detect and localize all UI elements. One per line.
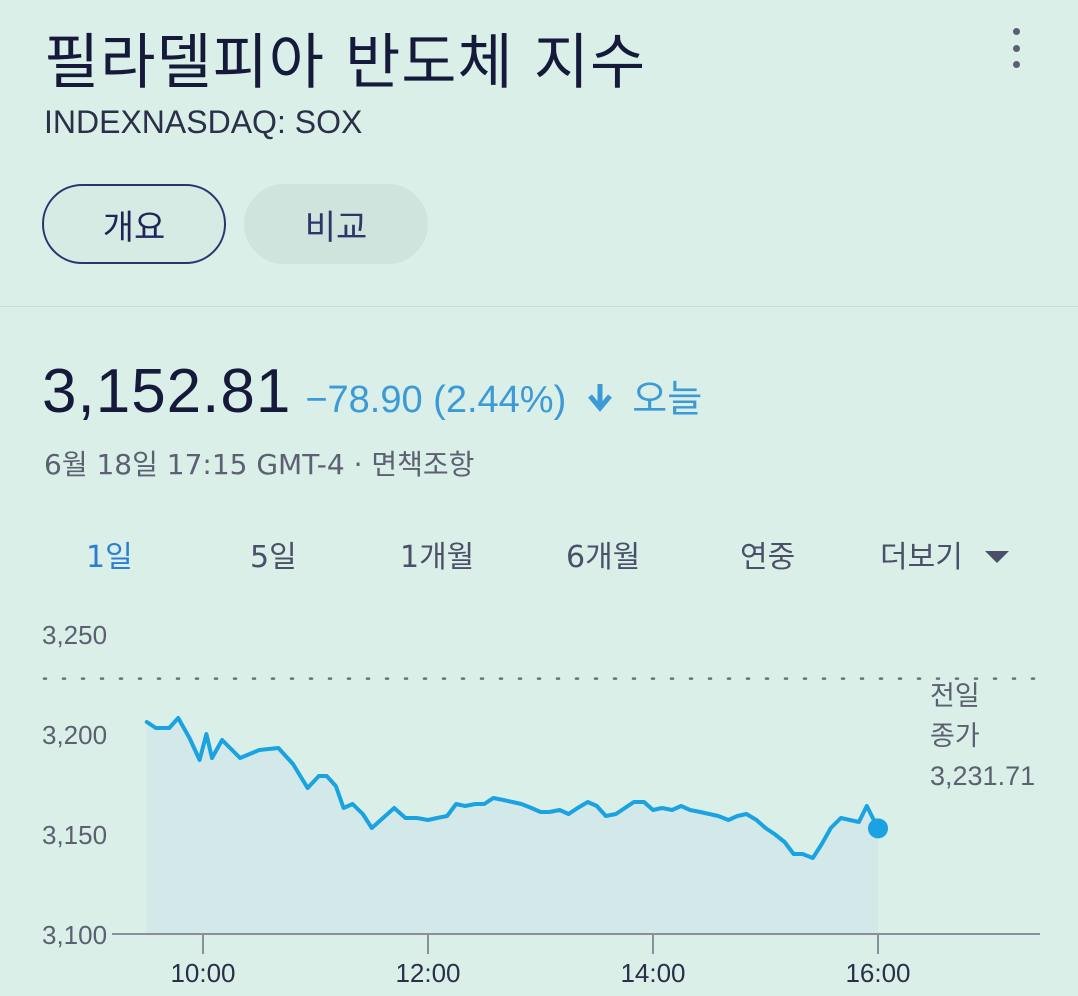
range-6m[interactable]: 6개월 (566, 540, 641, 575)
more-dot (1012, 44, 1020, 52)
x-tick-label: 14:00 (620, 958, 685, 988)
previous-close-line-1: 전일 (930, 681, 980, 711)
price-change: −78.90 (2.44%) (305, 379, 567, 421)
range-selector: 1일 5일 1개월 6개월 연중 더보기 (60, 532, 1020, 582)
y-tick-label: 3,150 (42, 820, 107, 850)
more-dot (1012, 28, 1020, 35)
ticker-symbol: INDEXNASDAQ: SOX (44, 104, 363, 140)
chevron-down-icon (984, 550, 1009, 563)
tab-overview[interactable]: 개요 (42, 184, 226, 264)
quote-row: 3,152.81 −78.90 (2.44%) 오늘 (42, 356, 702, 427)
range-more[interactable]: 더보기 (880, 532, 1009, 576)
arrow-down-icon (586, 382, 614, 416)
range-1d[interactable]: 1일 (86, 540, 133, 575)
series-area (146, 718, 878, 934)
y-tick-label: 3,200 (42, 720, 107, 750)
disclaimer-link[interactable]: 면책조항 (371, 448, 475, 481)
tab-compare[interactable]: 비교 (244, 184, 428, 264)
tab-bar: 개요 비교 (42, 184, 428, 264)
x-tick-label: 12:00 (395, 958, 460, 988)
more-dot (1012, 61, 1020, 68)
divider (0, 306, 1078, 307)
quote-timestamp: 6월 18일 17:15 GMT-4 · 면책조항 (44, 443, 474, 483)
price-chart[interactable]: 3,100 3,150 3,200 3,250 10:00 12:00 14:00 16:00 (0, 600, 1078, 996)
x-tick-label: 16:00 (845, 958, 910, 988)
current-price: 3,152.81 (42, 357, 292, 426)
previous-close-line-2: 종가 (930, 721, 980, 751)
range-5d[interactable]: 5일 (250, 540, 297, 575)
last-price-dot (868, 818, 888, 839)
change-period: 오늘 (632, 377, 703, 421)
y-tick-label: 3,250 (42, 620, 107, 650)
range-1m[interactable]: 1개월 (400, 540, 475, 575)
timestamp-text: 6월 18일 17:15 GMT-4 · (44, 448, 372, 481)
page-title: 필라델피아 반도체 지수 (44, 28, 647, 98)
range-more-label: 더보기 (880, 540, 963, 575)
range-ytd[interactable]: 연중 (740, 540, 796, 575)
y-tick-label: 3,100 (42, 920, 107, 950)
previous-close-value: 3,231.71 (930, 761, 1036, 791)
series-line (144, 716, 880, 860)
previous-close-label: 전일 종가 3,231.71 (930, 676, 1035, 796)
x-tick-label: 10:00 (170, 958, 235, 988)
more-vert-icon[interactable] (1000, 28, 1032, 68)
